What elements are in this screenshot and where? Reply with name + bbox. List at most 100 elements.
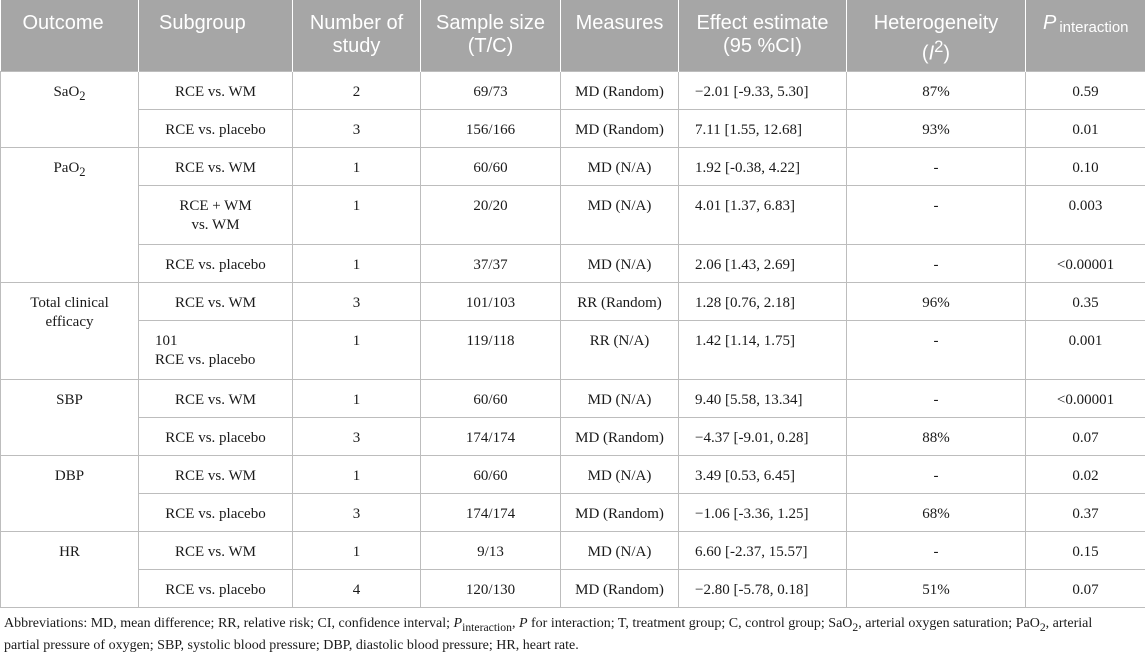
study-count-cell: 1 bbox=[292, 378, 421, 418]
subgroup-cell: RCE vs. placebo bbox=[138, 492, 293, 532]
p-interaction-cell: 0.02 bbox=[1025, 454, 1145, 494]
outcome-cell-dbp: DBP bbox=[0, 454, 139, 532]
effect-estimate-cell: 2.06 [1.43, 2.69] bbox=[678, 243, 847, 283]
sample-size-cell: 174/174 bbox=[420, 416, 561, 456]
table-row: SaO2 RCE vs. WM 2 69/73 MD (Random) −2.0… bbox=[0, 70, 1145, 148]
study-count-cell: 1 bbox=[292, 319, 421, 380]
p-interaction-cell: 0.01 bbox=[1025, 108, 1145, 148]
heterogeneity-cell: - bbox=[846, 319, 1026, 380]
header-number-of-study: Number of study bbox=[292, 0, 421, 71]
measure-cell: MD (Random) bbox=[560, 108, 679, 148]
sample-size-cell: 60/60 bbox=[420, 146, 561, 186]
subgroup-cell: RCE vs. placebo bbox=[138, 243, 293, 283]
heterogeneity-cell: - bbox=[846, 146, 1026, 186]
sample-size-cell: 37/37 bbox=[420, 243, 561, 283]
p-interaction-cell: 0.001 bbox=[1025, 319, 1145, 380]
sample-size-cell: 60/60 bbox=[420, 378, 561, 418]
sample-size-cell: 101/103 bbox=[420, 281, 561, 321]
table-row: RCE vs. placebo 4 120/130 MD (Random) −2… bbox=[1, 568, 1145, 608]
effect-estimate-cell: 3.49 [0.53, 6.45] bbox=[678, 454, 847, 494]
measure-cell: MD (Random) bbox=[560, 492, 679, 532]
effect-estimate-cell: −1.06 [-3.36, 1.25] bbox=[678, 492, 847, 532]
heterogeneity-cell: - bbox=[846, 454, 1026, 494]
study-count-cell: 1 bbox=[292, 146, 421, 186]
subgroup-cell: RCE vs. WM bbox=[138, 146, 293, 186]
p-interaction-cell: 0.07 bbox=[1025, 416, 1145, 456]
outcome-cell-total-clinical-efficacy: Total clinical efficacy bbox=[0, 281, 139, 380]
table-row: HR RCE vs. WM 1 9/13 MD (N/A) 6.60 [-2.3… bbox=[0, 530, 1145, 608]
p-interaction-cell: 0.003 bbox=[1025, 184, 1145, 245]
p-interaction-cell: 0.07 bbox=[1025, 568, 1145, 608]
measure-cell: RR (N/A) bbox=[560, 319, 679, 380]
sample-size-cell: 156/166 bbox=[420, 108, 561, 148]
heterogeneity-cell: 93% bbox=[846, 108, 1026, 148]
header-outcome: Outcome bbox=[0, 0, 139, 71]
subgroup-cell: RCE vs. WM bbox=[138, 454, 293, 494]
subgroup-cell: RCE vs. WM bbox=[138, 281, 293, 321]
header-sample-size: Sample size (T/C) bbox=[420, 0, 561, 71]
sample-size-cell: 60/60 bbox=[420, 454, 561, 494]
sample-size-cell: 20/20 bbox=[420, 184, 561, 245]
subgroup-analysis-table: Outcome Subgroup Number of study Sample s… bbox=[0, 0, 1145, 608]
effect-estimate-cell: 9.40 [5.58, 13.34] bbox=[678, 378, 847, 418]
effect-estimate-cell: 1.92 [-0.38, 4.22] bbox=[678, 146, 847, 186]
effect-estimate-cell: 6.60 [-2.37, 15.57] bbox=[678, 530, 847, 570]
p-interaction-cell: 0.37 bbox=[1025, 492, 1145, 532]
subgroup-cell: RCE vs. placebo bbox=[138, 108, 293, 148]
subgroup-cell: RCE vs. WM bbox=[138, 70, 293, 110]
sample-size-cell: 9/13 bbox=[420, 530, 561, 570]
measure-cell: MD (N/A) bbox=[560, 454, 679, 494]
outcome-cell-sao2: SaO2 bbox=[0, 70, 139, 148]
study-count-cell: 3 bbox=[292, 492, 421, 532]
effect-estimate-cell: 4.01 [1.37, 6.83] bbox=[678, 184, 847, 245]
table-row: RCE vs. placebo 1 37/37 MD (N/A) 2.06 [1… bbox=[1, 243, 1145, 283]
measure-cell: MD (N/A) bbox=[560, 184, 679, 245]
heterogeneity-cell: - bbox=[846, 243, 1026, 283]
heterogeneity-cell: - bbox=[846, 530, 1026, 570]
p-interaction-cell: 0.59 bbox=[1025, 70, 1145, 110]
effect-estimate-cell: 1.42 [1.14, 1.75] bbox=[678, 319, 847, 380]
subgroup-cell: RCE vs. WM bbox=[138, 530, 293, 570]
effect-estimate-cell: 7.11 [1.55, 12.68] bbox=[678, 108, 847, 148]
measure-cell: MD (Random) bbox=[560, 70, 679, 110]
p-interaction-cell: 0.35 bbox=[1025, 281, 1145, 321]
study-count-cell: 1 bbox=[292, 243, 421, 283]
heterogeneity-cell: - bbox=[846, 184, 1026, 245]
study-count-cell: 1 bbox=[292, 454, 421, 494]
header-row: Outcome Subgroup Number of study Sample s… bbox=[0, 0, 1145, 71]
footnote-line-2: partial pressure of oxygen; SBP, systoli… bbox=[4, 638, 579, 654]
table-row: Total clinical efficacy RCE vs. WM 3 101/… bbox=[0, 281, 1145, 380]
measure-cell: MD (N/A) bbox=[560, 378, 679, 418]
p-interaction-cell: <0.00001 bbox=[1025, 378, 1145, 418]
subgroup-cell: RCE vs. WM bbox=[138, 378, 293, 418]
table-row: RCE + WM vs. WM 1 20/20 MD (N/A) 4.01 [1.… bbox=[1, 184, 1145, 245]
footnote-line-1: Abbreviations: MD, mean difference; RR, … bbox=[4, 615, 1093, 634]
table-body: SaO2 RCE vs. WM 2 69/73 MD (Random) −2.0… bbox=[0, 70, 1145, 608]
header-heterogeneity: Heterogeneity (I2) bbox=[846, 0, 1026, 71]
heterogeneity-cell: 88% bbox=[846, 416, 1026, 456]
study-count-cell: 4 bbox=[292, 568, 421, 608]
table-row: RCE vs. placebo 3 174/174 MD (Random) −4… bbox=[1, 416, 1145, 456]
subgroup-cell: 101 RCE vs. placebo bbox=[138, 319, 293, 380]
study-count-cell: 3 bbox=[292, 416, 421, 456]
measure-cell: MD (N/A) bbox=[560, 243, 679, 283]
effect-estimate-cell: −2.01 [-9.33, 5.30] bbox=[678, 70, 847, 110]
p-interaction-cell: <0.00001 bbox=[1025, 243, 1145, 283]
table-header: Outcome Subgroup Number of study Sample s… bbox=[0, 0, 1145, 71]
abbreviations-footnote: Abbreviations: MD, mean difference; RR, … bbox=[0, 608, 1145, 656]
outcome-cell-hr: HR bbox=[0, 530, 139, 608]
table-row: SBP RCE vs. WM 1 60/60 MD (N/A) 9.40 [5.… bbox=[0, 378, 1145, 456]
measure-cell: MD (N/A) bbox=[560, 530, 679, 570]
header-effect-estimate: Effect estimate (95 %CI) bbox=[678, 0, 847, 71]
p-interaction-cell: 0.10 bbox=[1025, 146, 1145, 186]
outcome-cell-sbp: SBP bbox=[0, 378, 139, 456]
heterogeneity-cell: 96% bbox=[846, 281, 1026, 321]
measure-cell: MD (Random) bbox=[560, 416, 679, 456]
study-count-cell: 3 bbox=[292, 108, 421, 148]
p-interaction-cell: 0.15 bbox=[1025, 530, 1145, 570]
study-count-cell: 1 bbox=[292, 184, 421, 245]
table-row: PaO2 RCE vs. WM 1 60/60 MD (N/A) 1.92 [-… bbox=[0, 146, 1145, 283]
sample-size-cell: 174/174 bbox=[420, 492, 561, 532]
measure-cell: MD (Random) bbox=[560, 568, 679, 608]
